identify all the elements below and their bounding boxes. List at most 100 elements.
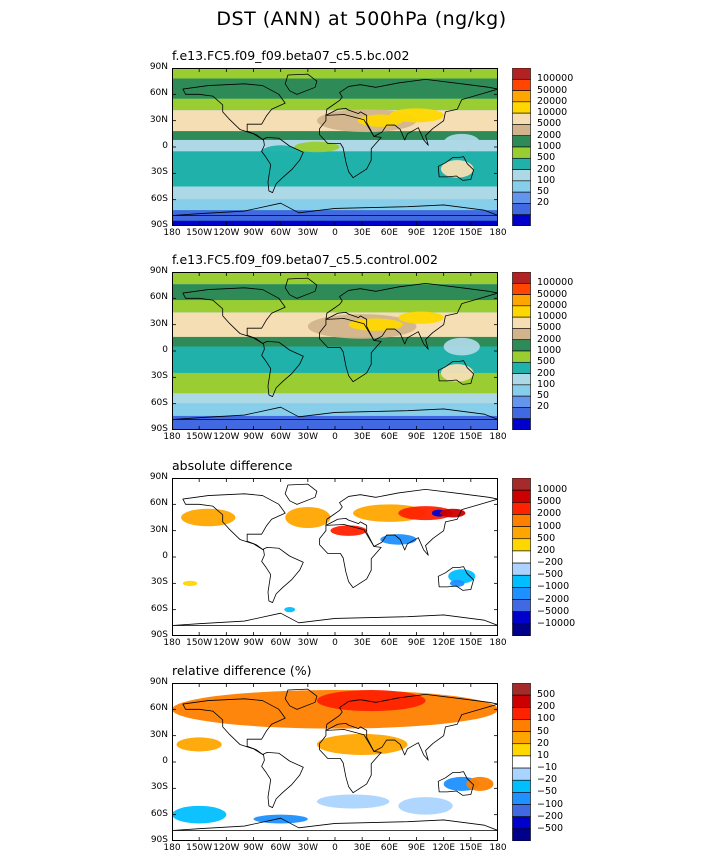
coastline (261, 136, 304, 194)
lat-tick-label: 60S (150, 603, 168, 614)
lat-tick-label: 30N (149, 524, 168, 535)
lon-tick-label: 60E (380, 228, 398, 238)
coastline (284, 73, 318, 95)
lat-tick-label: 90S (150, 630, 168, 640)
colorbar-swatch (512, 599, 531, 612)
colorbar-swatch (512, 502, 531, 515)
colorbar-label: 200 (537, 544, 556, 556)
coastline (261, 340, 304, 398)
colorbar-swatch (512, 305, 531, 318)
lon-tick-label: 180 (489, 843, 507, 853)
lon-tick-label: 150E (459, 843, 483, 853)
coastline (325, 694, 498, 761)
colorbar-swatch (512, 779, 531, 793)
colorbar (512, 68, 531, 226)
colorbar-swatch (512, 361, 531, 374)
contour-region (448, 569, 476, 584)
colorbar-swatch (512, 828, 531, 841)
contour-band (172, 346, 498, 359)
colorbar-label: 100 (537, 378, 556, 390)
colorbar-swatch (512, 526, 531, 540)
colorbar (512, 478, 531, 636)
colorbar-label: −200 (537, 557, 564, 569)
lat-tick-label: 60S (150, 397, 168, 408)
lon-tick-label: 30W (297, 228, 318, 238)
lat-tick-label: 90S (150, 220, 168, 230)
lon-tick-label: 90E (407, 638, 426, 648)
lat-tick-label: 30S (150, 782, 168, 793)
colorbar-swatch (512, 78, 531, 91)
lon-tick-label: 150W (186, 228, 213, 238)
colorbar-swatch (512, 339, 531, 352)
colorbar-label: 200 (537, 701, 556, 713)
contour-region (182, 580, 198, 586)
colorbar-swatch (512, 755, 531, 769)
colorbar-label: 200 (537, 367, 556, 379)
contour-region (450, 579, 465, 587)
colorbar-swatch (512, 550, 531, 564)
lat-tick-label: 90S (150, 835, 168, 845)
colorbar-label: 100 (537, 174, 556, 186)
colorbar-swatch (512, 804, 531, 817)
lon-tick-label: 30W (297, 432, 318, 442)
coastline (172, 406, 498, 420)
colorbar-swatch (512, 683, 531, 696)
coastline (325, 79, 498, 146)
contour-region (440, 364, 474, 382)
lon-tick-label: 180 (163, 843, 181, 853)
lon-tick-label: 0 (332, 432, 338, 442)
colorbar-label: 20000 (537, 299, 568, 311)
coastline (182, 287, 286, 345)
lon-tick-label: 30W (297, 843, 318, 853)
lat-tick-label: 60S (150, 193, 168, 204)
colorbar-swatch (512, 731, 531, 745)
contour-band (172, 372, 498, 394)
lon-tick-label: 0 (332, 638, 338, 648)
colorbar-swatch (512, 816, 531, 830)
contour-region (380, 534, 417, 545)
contour-region (316, 733, 408, 755)
lon-tick-label: 60E (380, 843, 398, 853)
colorbar-swatch (512, 562, 531, 576)
lon-tick-label: 180 (489, 432, 507, 442)
colorbar (512, 683, 531, 841)
coastline (182, 698, 286, 756)
colorbar-swatch (512, 350, 531, 363)
colorbar-label: 5000 (537, 496, 562, 508)
lon-tick-label: 150E (459, 638, 483, 648)
lon-tick-label: 30W (297, 638, 318, 648)
lon-tick-label: 90E (407, 432, 426, 442)
colorbar-label: 2000 (537, 129, 562, 141)
contour-band (172, 358, 498, 373)
contour-region (440, 160, 474, 178)
contour-band (172, 300, 498, 313)
lat-tick-label: 60N (149, 88, 168, 99)
lat-tick-label: 30S (150, 577, 168, 588)
contour-band (172, 186, 498, 200)
contour-band (172, 78, 498, 99)
colorbar-label: −200 (537, 810, 564, 822)
coastline (437, 771, 474, 796)
colorbar-swatch (512, 707, 531, 720)
colorbar-swatch (512, 384, 531, 397)
contour-band (172, 131, 498, 140)
lon-tick-label: 90W (243, 843, 264, 853)
lat-tick-label: 60N (149, 498, 168, 509)
lon-tick-label: 30E (353, 228, 371, 238)
lon-tick-label: 120W (213, 843, 240, 853)
contour-region (466, 776, 494, 791)
contour-region (389, 108, 444, 123)
lon-tick-label: 180 (163, 228, 181, 238)
lon-tick-label: 120E (432, 432, 456, 442)
colorbar-label: 5000 (537, 118, 562, 130)
colorbar-label: 10000 (537, 107, 568, 119)
lat-tick-label: 90S (150, 424, 168, 434)
map-plot (172, 272, 498, 430)
colorbar-label: 1000 (537, 141, 562, 152)
colorbar-label: 2000 (537, 508, 562, 520)
colorbar-swatch (512, 203, 531, 216)
contour-band (172, 199, 498, 211)
lon-tick-label: 90W (243, 228, 264, 238)
coastline (284, 483, 318, 505)
colorbar-swatch (512, 743, 531, 757)
